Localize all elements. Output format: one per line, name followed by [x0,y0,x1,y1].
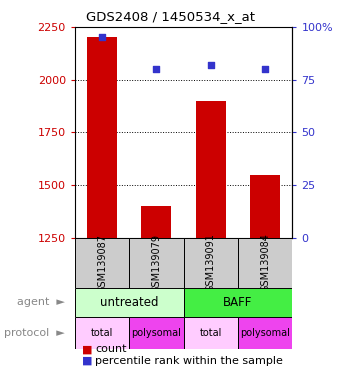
Text: GSM139087: GSM139087 [97,233,107,293]
Text: total: total [200,328,222,338]
Bar [184,288,292,317]
Bar [238,317,292,349]
Text: total: total [91,328,113,338]
Point [154,66,159,72]
Point [262,66,268,72]
Text: GSM139079: GSM139079 [151,233,162,293]
Bar [75,288,184,317]
Text: percentile rank within the sample: percentile rank within the sample [95,356,283,366]
Text: GSM139084: GSM139084 [260,233,270,293]
Bar [75,317,129,349]
Bar [75,238,129,288]
Text: GDS2408 / 1450534_x_at: GDS2408 / 1450534_x_at [85,10,255,23]
Bar [141,207,171,238]
Text: GSM139091: GSM139091 [206,233,216,293]
Text: agent  ►: agent ► [17,297,65,308]
Bar [184,238,238,288]
Bar [238,238,292,288]
Bar [129,238,184,288]
Text: count: count [95,344,127,354]
Bar [129,317,184,349]
Text: polysomal: polysomal [240,328,290,338]
Text: ■: ■ [82,344,92,354]
Bar [196,101,226,238]
Point [208,62,214,68]
Text: BAFF: BAFF [223,296,253,309]
Text: polysomal: polysomal [132,328,181,338]
Bar [250,175,280,238]
Point [99,34,105,40]
Text: protocol  ►: protocol ► [4,328,65,338]
Bar [184,317,238,349]
Bar [87,38,117,238]
Text: untreated: untreated [100,296,158,309]
Text: ■: ■ [82,356,92,366]
